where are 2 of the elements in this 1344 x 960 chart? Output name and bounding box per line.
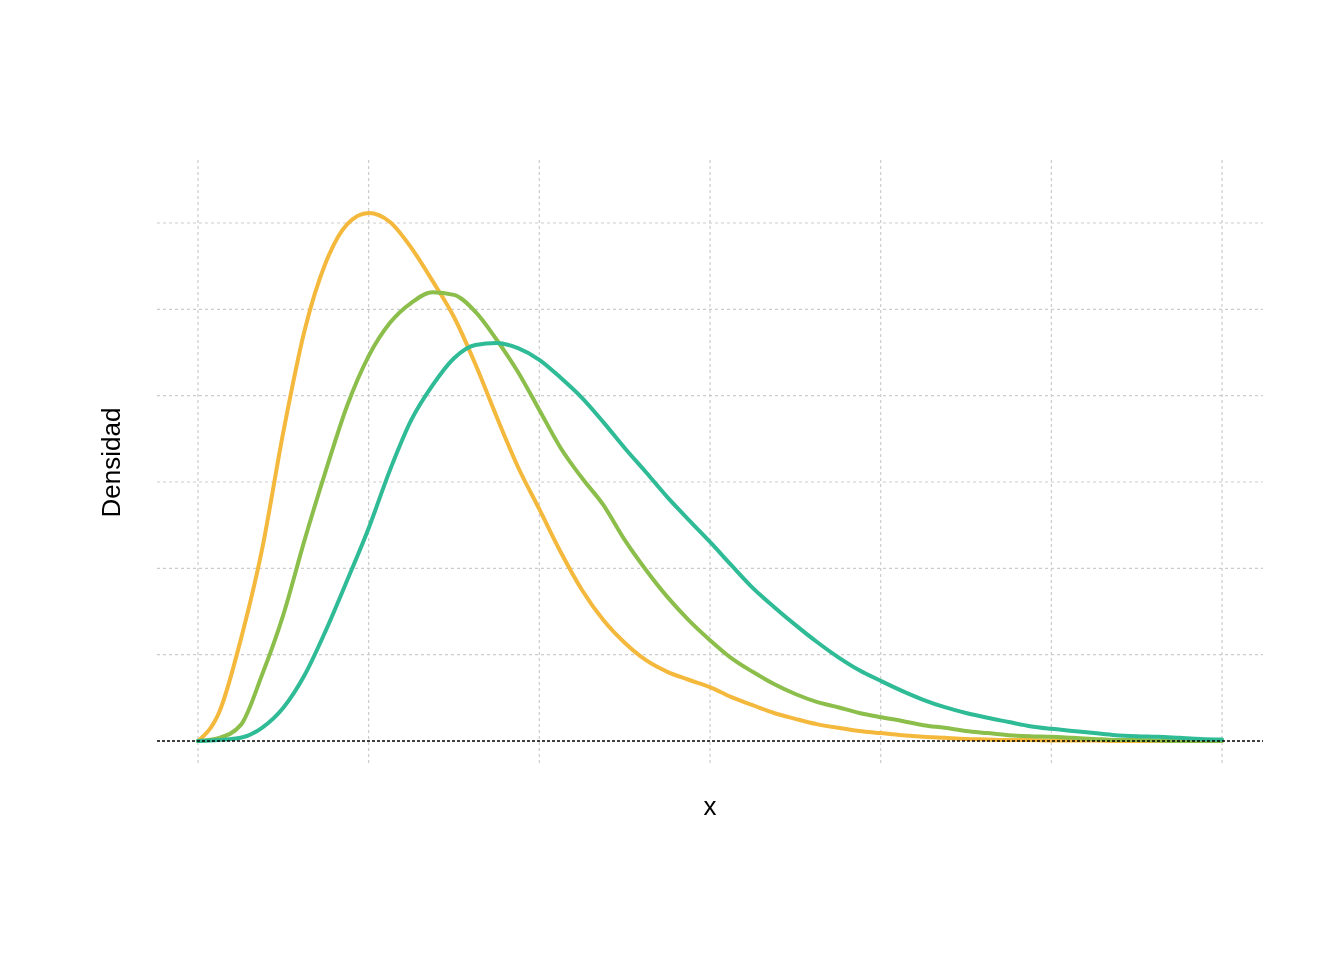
x-axis-title: x <box>703 791 717 821</box>
y-axis-title: Densidad <box>96 407 126 518</box>
